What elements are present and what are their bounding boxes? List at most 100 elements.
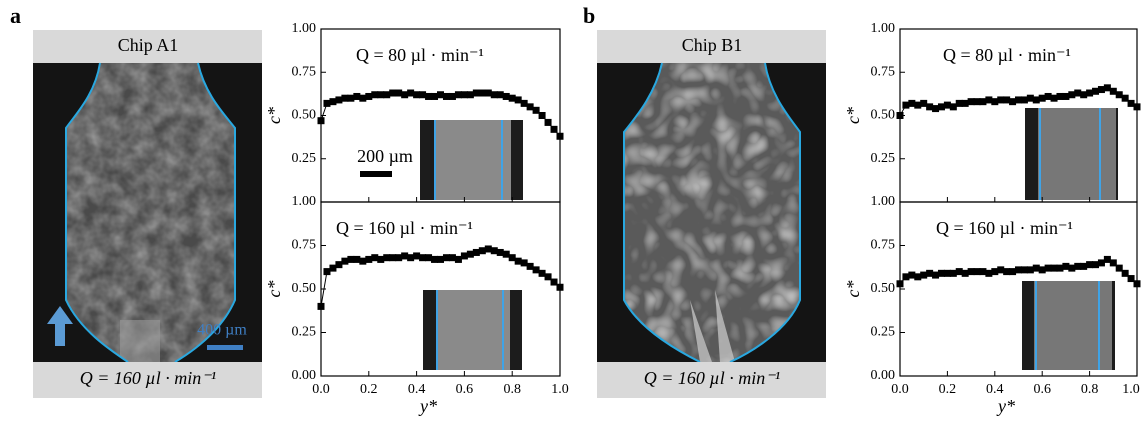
inset [1025, 108, 1118, 200]
data-point [539, 112, 546, 119]
y-tick-label: 0.75 [871, 64, 896, 79]
data-point [318, 303, 325, 310]
data-point [318, 117, 325, 124]
annotation: Q = 80 µl · min⁻¹ [356, 45, 484, 65]
data-point [443, 254, 450, 261]
data-point [419, 254, 426, 261]
x-tick-label: 0.4 [408, 382, 426, 397]
data-point [365, 93, 372, 100]
data-point [437, 91, 444, 98]
x-axis-label: y* [996, 396, 1015, 416]
data-point [401, 252, 408, 259]
data-point [461, 252, 468, 259]
data-point [533, 266, 540, 273]
scale-bar [207, 345, 243, 350]
x-tick-label: 0.8 [1081, 382, 1099, 397]
data-point [383, 91, 390, 98]
data-point [473, 249, 480, 256]
data-point [455, 91, 462, 98]
data-point [341, 95, 348, 102]
data-point [449, 254, 456, 261]
data-point [551, 126, 558, 133]
data-point [473, 90, 480, 97]
y-tick-label: 0.25 [871, 325, 896, 340]
data-point [1134, 103, 1141, 110]
data-point [497, 91, 504, 98]
data-point [897, 280, 904, 287]
x-tick-label: 0.2 [939, 382, 957, 397]
data-point [461, 91, 468, 98]
figure: a Chip A1 400 µm Q = 160 µl · min⁻¹ b Ch… [0, 0, 1143, 421]
data-point [527, 103, 534, 110]
data-point [437, 256, 444, 263]
scale-bar-label: 400 µm [197, 322, 247, 339]
data-point [449, 93, 456, 100]
panel-label: b [583, 3, 595, 28]
y-tick-label: 0.50 [871, 281, 896, 296]
y-tick-label: 0.50 [292, 281, 317, 296]
x-tick-label: 1.0 [1122, 382, 1140, 397]
y-tick-label: 0.25 [292, 325, 317, 340]
data-point [359, 258, 366, 265]
image-title: Chip B1 [682, 35, 743, 55]
data-point [377, 91, 384, 98]
data-point [353, 93, 360, 100]
data-point [479, 90, 486, 97]
y-tick-label: 0.25 [871, 151, 896, 166]
data-point [407, 254, 414, 261]
data-point [897, 112, 904, 119]
y-axis-label: c* [264, 107, 284, 124]
data-point [389, 254, 396, 261]
data-point [485, 245, 492, 252]
image-caption: Q = 160 µl · min⁻¹ [644, 368, 780, 388]
data-point [413, 91, 420, 98]
y-tick-label: 1.00 [871, 194, 896, 209]
data-point [521, 100, 528, 107]
x-tick-label: 1.0 [551, 382, 569, 397]
data-point [329, 265, 336, 272]
inset [423, 290, 522, 370]
data-point [521, 259, 528, 266]
data-point [491, 91, 498, 98]
data-point [479, 247, 486, 254]
data-point [503, 251, 510, 258]
x-tick-label: 0.2 [360, 382, 378, 397]
x-tick-label: 0.6 [1033, 382, 1051, 397]
data-point [365, 256, 372, 263]
y-axis-label: c* [843, 107, 863, 124]
data-point [527, 263, 534, 270]
data-point [491, 247, 498, 254]
data-point [383, 254, 390, 261]
data-point [353, 256, 360, 263]
inset [1022, 281, 1115, 370]
y-tick-label: 0.00 [292, 368, 317, 383]
panel-label: a [10, 3, 21, 28]
data-point [347, 95, 354, 102]
data-point [329, 98, 336, 105]
data-point [455, 256, 462, 263]
data-point [335, 96, 342, 103]
data-point [431, 256, 438, 263]
y-tick-label: 0.75 [292, 64, 317, 79]
data-point [377, 256, 384, 263]
data-point [1134, 280, 1141, 287]
data-point [557, 133, 564, 140]
y-tick-label: 0.00 [871, 368, 896, 383]
data-point [401, 91, 408, 98]
data-point [515, 96, 522, 103]
data-point [323, 100, 330, 107]
data-point [425, 254, 432, 261]
data-point [395, 90, 402, 97]
y-tick-label: 0.75 [871, 238, 896, 253]
data-point [467, 91, 474, 98]
x-tick-label: 0.8 [503, 382, 521, 397]
data-point [407, 90, 414, 97]
x-tick-label: 0.6 [456, 382, 474, 397]
data-point [443, 93, 450, 100]
data-point [431, 93, 438, 100]
annotation: Q = 80 µl · min⁻¹ [943, 45, 1071, 65]
x-tick-label: 0.0 [312, 382, 330, 397]
data-point [347, 256, 354, 263]
x-axis-label: y* [418, 396, 437, 416]
data-point [557, 284, 564, 291]
